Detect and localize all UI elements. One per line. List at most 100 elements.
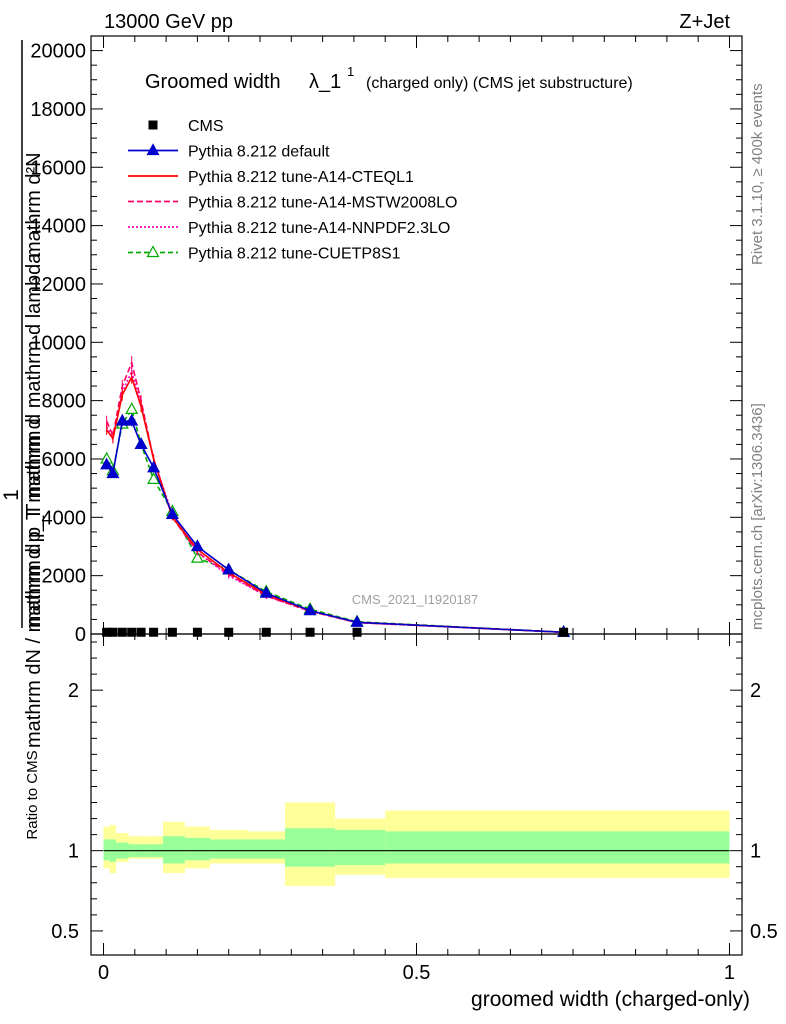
legend-item: Pythia 8.212 tune-A14-NNPDF2.3LO [128,220,450,237]
main-series-group [100,355,571,637]
ratio-inner-band [162,836,185,864]
legend-item: Pythia 8.212 tune-A14-CTEQL1 [128,169,414,186]
y-tick-label: 0 [75,624,86,646]
ratio-y-tick-label: 2 [68,680,79,702]
data-point [127,627,137,637]
y-label-numerator: 1 [0,489,23,501]
data-point [165,507,179,520]
plot-title-rest: (charged only) (CMS jet substructure) [366,75,633,92]
plot-title-text: Groomed width [145,71,281,93]
main-y-axis: 0 2000 4000 6000 8000 10000 12000 14000 16000 180… [30,41,742,646]
x-tick-label: 1 [724,962,735,984]
y-tick-label: 4000 [42,507,87,529]
data-point [147,472,161,484]
series-5 [100,402,571,637]
mcplots-label: mcplots.cern.ch [arXiv:1306.3436] [749,403,766,630]
x-tick-label: 0 [98,962,109,984]
ratio-y-tick-label-right: 1 [750,841,761,863]
data-point [125,413,139,426]
y-tick-label: 14000 [30,216,86,238]
series-line [105,369,564,634]
legend-label: Pythia 8.212 tune-CUETP8S1 [188,246,401,263]
plot-title-superscript: 1 [347,64,354,79]
series-2 [105,370,564,634]
main-x-ticks [103,36,730,634]
data-point [102,627,112,637]
data-point [136,627,146,637]
y-tick-label: 12000 [30,274,86,296]
data-point [149,627,159,637]
series-line [105,375,564,634]
ratio-y-tick-label-right: 2 [750,680,761,702]
y-tick-label: 2000 [42,566,87,588]
data-point [259,585,273,598]
legend-label: Pythia 8.212 tune-A14-NNPDF2.3LO [188,220,450,237]
ratio-x-axis: 0 0.5 1 [98,634,735,984]
data-point [167,627,177,637]
rivet-version-label: Rivet 3.1.10, ≥ 400k events [749,83,766,265]
legend-label: Pythia 8.212 tune-A14-CTEQL1 [188,169,414,186]
ratio-inner-band [285,828,336,867]
ratio-inner-band [335,829,386,866]
legend-item: Pythia 8.212 default [128,143,330,161]
series-4 [105,364,564,634]
ratio-y-tick-label: 0.5 [51,921,79,943]
y-tick-label: 18000 [30,99,86,121]
y-label-line-1: mathrm d²N [23,152,45,258]
analysis-id-label: CMS_2021_I1920187 [352,592,479,607]
ratio-inner-band [184,837,210,861]
x-axis-label: groomed width (charged-only) [471,988,750,1011]
series-line [105,420,564,634]
ratio-y-label: Ratio to CMS [24,750,41,839]
x-tick-label: 0.5 [403,962,431,984]
ratio-y-tick-label-right: 0.5 [750,921,778,943]
ratio-inner-band [247,839,286,859]
legend-item: CMS [148,118,224,135]
ratio-inner-band [385,831,730,864]
data-point [305,627,315,637]
data-point [261,627,271,637]
y-tick-label: 10000 [30,332,86,354]
data-point [190,539,204,552]
legend-label: Pythia 8.212 tune-A14-MSTW2008LO [188,195,457,212]
y-tick-label: 16000 [30,157,86,179]
data-point [303,603,317,616]
series-line [105,360,564,634]
data-point [134,437,148,449]
data-point [117,627,127,637]
plot-title-symbol: λ_1 [309,71,341,93]
y-label-line-2: mathrm d p_T mathrm d mathrm d lambda [23,252,45,628]
series-0 [102,627,569,637]
legend-item: Pythia 8.212 tune-CUETP8S1 [128,245,401,263]
y-tick-label: 8000 [42,391,87,413]
data-point [106,466,120,479]
energy-label: 13000 GeV pp [104,11,233,33]
data-point [125,402,139,414]
legend-item: Pythia 8.212 tune-A14-MSTW2008LO [128,195,457,212]
data-point [559,627,569,637]
data-point [192,627,202,637]
process-label: Z+Jet [679,11,730,33]
legend: CMS Pythia 8.212 default Pythia 8.212 tune… [128,118,457,263]
series-3 [105,355,564,634]
main-y-axis-label: 1 mathrm d²N mathrm d p_T mathrm d mathr… [0,40,45,748]
data-point [147,460,161,473]
data-point [222,562,236,575]
y-label-line-3: mathrm dN / mathrm d p_T mathrm d [23,418,45,748]
data-point [352,627,362,637]
ratio-panel-frame [90,633,743,956]
data-point [100,457,114,470]
plot-title: Groomed width λ_1 1 (charged only) (CMS … [145,64,633,93]
legend-marker [148,120,158,130]
ratio-y-tick-label: 1 [68,841,79,863]
ratio-inner-band [209,839,248,859]
data-point [115,413,129,426]
legend-marker [146,143,160,156]
legend-marker [146,245,160,258]
series-1 [100,413,571,637]
legend-label: CMS [188,118,224,135]
data-point [108,627,118,637]
ratio-inner-band [103,839,110,861]
data-point [224,627,234,637]
